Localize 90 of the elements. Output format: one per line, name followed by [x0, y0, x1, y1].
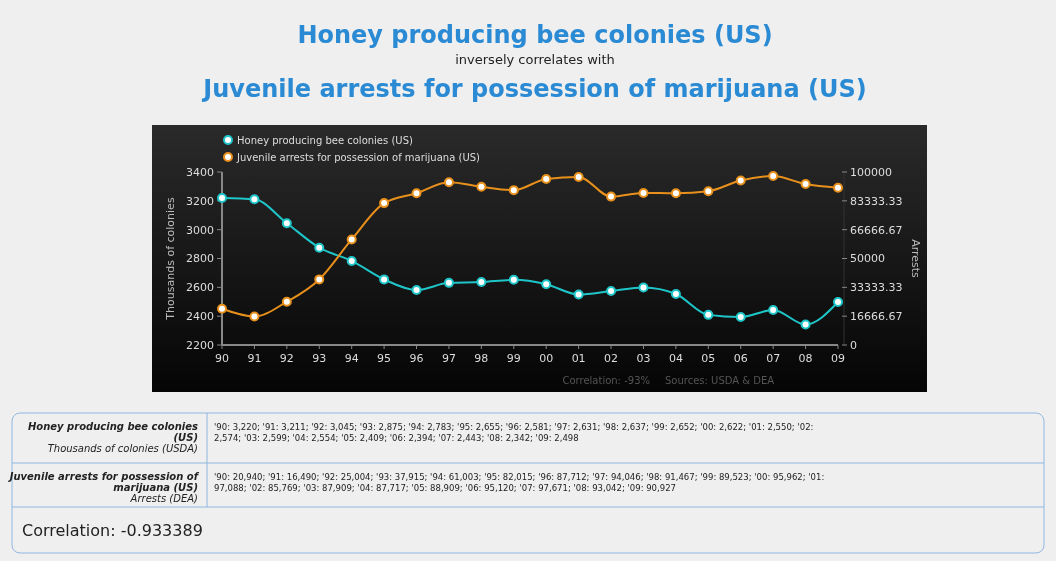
point — [541, 173, 552, 184]
x-tick-label: 05 — [701, 352, 716, 365]
text: Correlation: -93% — [562, 375, 650, 386]
text: Honey producing bee colonies (US) — [27, 421, 198, 443]
text: '90: 3,220; '91: 3,211; '92: 3,045; '93: 2,875; '94: 2,783; '95: 2,655; '96: 2,581; '97: 2,631; '98: 2,637; '99: 2,652; '00: 2,622; '01: 2,550; '02: 2,574; '03: 2,599; '04: 2,554; '05: 2,409; '06: 2,394; '07: 2,443; '08: 2,342; '09: 2,498 — [214, 422, 814, 443]
y-tick-label: 2200 — [186, 338, 214, 352]
point — [606, 191, 617, 202]
legend-label: Honey producing bee colonies (US) — [237, 134, 413, 146]
point — [379, 198, 390, 209]
x-tick-label: 92 — [279, 352, 294, 365]
point — [735, 312, 746, 323]
x-tick-label: 98 — [474, 352, 489, 365]
y2-tick-label: 33333.33 — [850, 281, 903, 295]
legend-label: Juvenile arrests for possession of marijuana (US) — [236, 151, 481, 163]
point — [476, 181, 487, 192]
x-tick-label: 96 — [409, 352, 424, 365]
point — [411, 285, 422, 296]
point — [800, 319, 811, 330]
x-tick-label: 94 — [344, 352, 359, 365]
point — [508, 274, 519, 285]
point — [670, 188, 681, 199]
point — [314, 242, 325, 253]
chart-title: Honey producing bee colonies (US) — [297, 21, 773, 49]
y-tick-label: 2800 — [186, 252, 214, 266]
y2-tick-label: 83333.33 — [850, 194, 903, 208]
y2-tick-label: 16666.67 — [850, 310, 903, 324]
source-note: Sources: USDA & DEA — [665, 375, 775, 386]
text: '90: 20,940; '91: 16,490; '92: 25,004; '93: 37,915; '94: 61,003; '95: 82,015; '96: 87,712; '97: 94,046; '98: 91,467; '99: 89,523; '00: 95,962; '01: 97,088; '02: 85,769; '03: 87,909; '04: 87,717; '05: 88,909; '06: 95,120; '07: 97,671; '08: 93,042; '09: 90,927 — [214, 472, 825, 493]
point — [768, 304, 779, 315]
x-tick-label: 99 — [506, 352, 521, 365]
x-tick-label: 91 — [247, 352, 262, 365]
point — [508, 185, 519, 196]
x-tick-label: 02 — [604, 352, 619, 365]
point — [703, 309, 714, 320]
y2-axis-title: Arrests — [909, 239, 922, 279]
text: Thousands of colonies (USDA) — [47, 443, 198, 454]
point — [833, 182, 843, 193]
y-tick-label: 3000 — [186, 223, 214, 237]
point — [476, 277, 487, 287]
point — [217, 192, 227, 203]
point — [573, 172, 584, 183]
point — [703, 186, 714, 197]
point — [833, 297, 843, 308]
point — [573, 289, 584, 300]
point — [638, 282, 649, 293]
point — [346, 234, 357, 245]
point — [735, 175, 746, 186]
x-tick-label: 03 — [636, 352, 651, 365]
y-axis-title: Thousands of colonies — [164, 197, 177, 321]
x-tick-label: 90 — [215, 352, 229, 365]
point — [217, 303, 227, 314]
point — [346, 255, 357, 266]
point — [249, 194, 260, 205]
point — [411, 188, 422, 199]
x-tick-label: 04 — [668, 352, 683, 365]
x-tick-label: 07 — [766, 352, 781, 365]
point — [606, 286, 617, 297]
point — [249, 311, 260, 322]
text: Juvenile arrests for possession of marijuana (US) — [9, 471, 198, 493]
point — [281, 218, 292, 229]
x-tick-label: 09 — [831, 352, 845, 365]
point — [638, 187, 649, 198]
point — [670, 288, 681, 299]
text: Correlation: -0.933389 — [22, 521, 203, 540]
x-tick-label: 00 — [539, 352, 554, 365]
text: Juvenile arrests for possession of marijuana (US) — [201, 75, 867, 103]
point — [800, 179, 811, 190]
x-tick-label: 01 — [571, 352, 586, 365]
y-tick-label: 2400 — [186, 310, 214, 324]
x-tick-label: 95 — [377, 352, 392, 365]
point — [768, 171, 779, 182]
chart-subtitle: inversely correlates with — [455, 52, 615, 67]
point — [541, 279, 552, 290]
y-tick-label: 3200 — [186, 194, 214, 208]
x-tick-label: 97 — [441, 352, 456, 365]
x-tick-label: 93 — [312, 352, 327, 365]
y2-tick-label: 66666.67 — [850, 223, 903, 237]
y2-tick-label: 50000 — [850, 252, 885, 266]
text: Arrests (DEA) — [129, 493, 198, 504]
point — [281, 296, 292, 307]
x-tick-label: 06 — [733, 352, 748, 365]
y2-tick-label: 100000 — [850, 165, 892, 179]
point — [379, 274, 390, 285]
point — [443, 177, 454, 188]
x-tick-label: 08 — [798, 352, 813, 365]
point — [314, 274, 325, 285]
y-tick-label: 2600 — [186, 281, 214, 295]
y-tick-label: 3400 — [186, 165, 214, 179]
point — [443, 277, 454, 288]
y2-tick-label: 0 — [850, 338, 857, 352]
